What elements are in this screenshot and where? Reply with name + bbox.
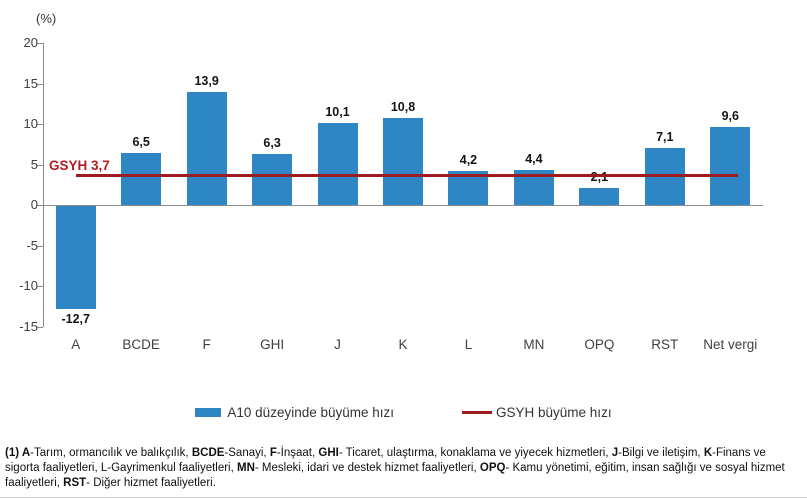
x-category-label: BCDE — [122, 337, 160, 352]
y-tick-label: 0 — [30, 197, 38, 213]
footnote-segment: OPQ — [479, 462, 506, 474]
y-tick-label: -15 — [19, 319, 38, 334]
y-tick-mark — [37, 83, 43, 85]
bar-value-label: 10,8 — [390, 99, 416, 114]
x-category-label: Net vergi — [703, 337, 758, 352]
footnote-segment: (1) A — [5, 447, 31, 459]
footnote-segment: - Ticaret, ulaştırma, konaklama ve yiyec… — [338, 447, 612, 459]
bar-value-label: 6,5 — [132, 134, 150, 149]
footnote-segment: -İnşaat, — [276, 447, 319, 459]
x-category-label: MN — [523, 337, 545, 352]
y-tick-label: 5 — [30, 156, 38, 172]
legend-line-series-label: GSYH büyüme hızı — [496, 405, 612, 420]
footnote-segment: - Kamu yönetimi, eğitim, insan sağlığı v… — [5, 462, 785, 489]
bar-k — [383, 117, 423, 206]
y-tick-mark — [37, 43, 43, 44]
footnote-segment: GHI — [318, 447, 339, 459]
y-axis-unit-label: (%) — [36, 11, 57, 26]
footnote-segment: MN — [237, 462, 255, 474]
bar-opq — [579, 188, 620, 206]
footnote-segment: - Diğer hizmet faaliyetleri. — [86, 477, 216, 489]
bar-ghi — [252, 154, 293, 206]
bar-bcde — [121, 152, 162, 206]
x-category-label: L — [464, 337, 473, 352]
y-tick-mark — [37, 124, 43, 126]
x-category-label: A — [71, 337, 81, 352]
bar-value-label: 4,4 — [525, 151, 543, 166]
footnote-segment: -Tarım, ormancılık ve balıkçılık, — [30, 447, 192, 459]
x-axis-baseline — [43, 205, 763, 207]
legend-bar-series-label: A10 düzeyinde büyüme hızı — [227, 405, 395, 420]
footnote-segment: BCDE — [191, 447, 225, 459]
bar-net-vergi — [710, 127, 751, 206]
bar-value-label: 9,6 — [721, 109, 739, 124]
legend-item-bar-series: A10 düzeyinde büyüme hızı — [195, 405, 394, 420]
footnote-segment: K — [703, 447, 713, 459]
bar-value-label: 6,3 — [263, 136, 281, 151]
footnote-segment: F — [269, 447, 277, 459]
x-category-label: OPQ — [584, 337, 615, 352]
footnote-segment: -Finans ve sigorta faaliyetleri, L-Gayri… — [5, 447, 766, 474]
x-category-label: GHI — [260, 337, 285, 352]
footnote: (1) A-Tarım, ormancılık ve balıkçılık, B… — [5, 446, 800, 491]
x-category-label: J — [334, 337, 341, 352]
footnote-segment: -Bilgi ve iletişim, — [618, 447, 704, 459]
bar-series-swatch-icon — [195, 408, 222, 417]
bar-l — [448, 171, 489, 206]
y-tick-mark — [37, 245, 43, 247]
y-tick-mark — [37, 164, 43, 166]
gsyh-line-annotation: GSYH 3,7 — [49, 158, 110, 173]
legend: A10 düzeyinde büyüme hızı GSYH büyüme hı… — [0, 405, 807, 420]
y-tick-mark — [37, 286, 43, 288]
x-category-label: K — [398, 337, 408, 352]
legend-item-line-series: GSYH büyüme hızı — [462, 405, 612, 420]
y-tick-label: 15 — [23, 75, 38, 91]
bar-a — [55, 206, 96, 310]
footnote-segment: - Mesleki, idari ve destek hizmet faaliy… — [254, 462, 480, 474]
y-tick-label: 10 — [23, 116, 38, 132]
bar-value-label: 7,1 — [656, 129, 674, 144]
bar-value-label: 4,2 — [459, 153, 478, 168]
y-axis-line — [43, 43, 44, 327]
bar-value-label: -12,7 — [61, 312, 90, 327]
footnote-segment: J — [611, 447, 619, 459]
x-category-label: F — [202, 337, 211, 352]
bar-value-label: 2,1 — [590, 170, 609, 185]
y-tick-label: 20 — [23, 35, 38, 50]
x-category-label: RST — [651, 337, 679, 352]
gsyh-reference-line — [75, 173, 739, 177]
y-tick-label: -10 — [19, 278, 38, 294]
bar-value-label: 13,9 — [194, 74, 219, 89]
bar-f — [186, 92, 227, 206]
bar-j — [317, 123, 358, 206]
footnote-segment: -Sanayi, — [224, 447, 270, 459]
line-series-swatch-icon — [462, 411, 493, 414]
footnote-segment: RST — [63, 477, 87, 489]
y-tick-mark — [37, 327, 43, 328]
y-tick-mark — [37, 205, 43, 207]
bar-value-label: 10,1 — [325, 105, 350, 120]
y-tick-label: -5 — [26, 237, 38, 253]
